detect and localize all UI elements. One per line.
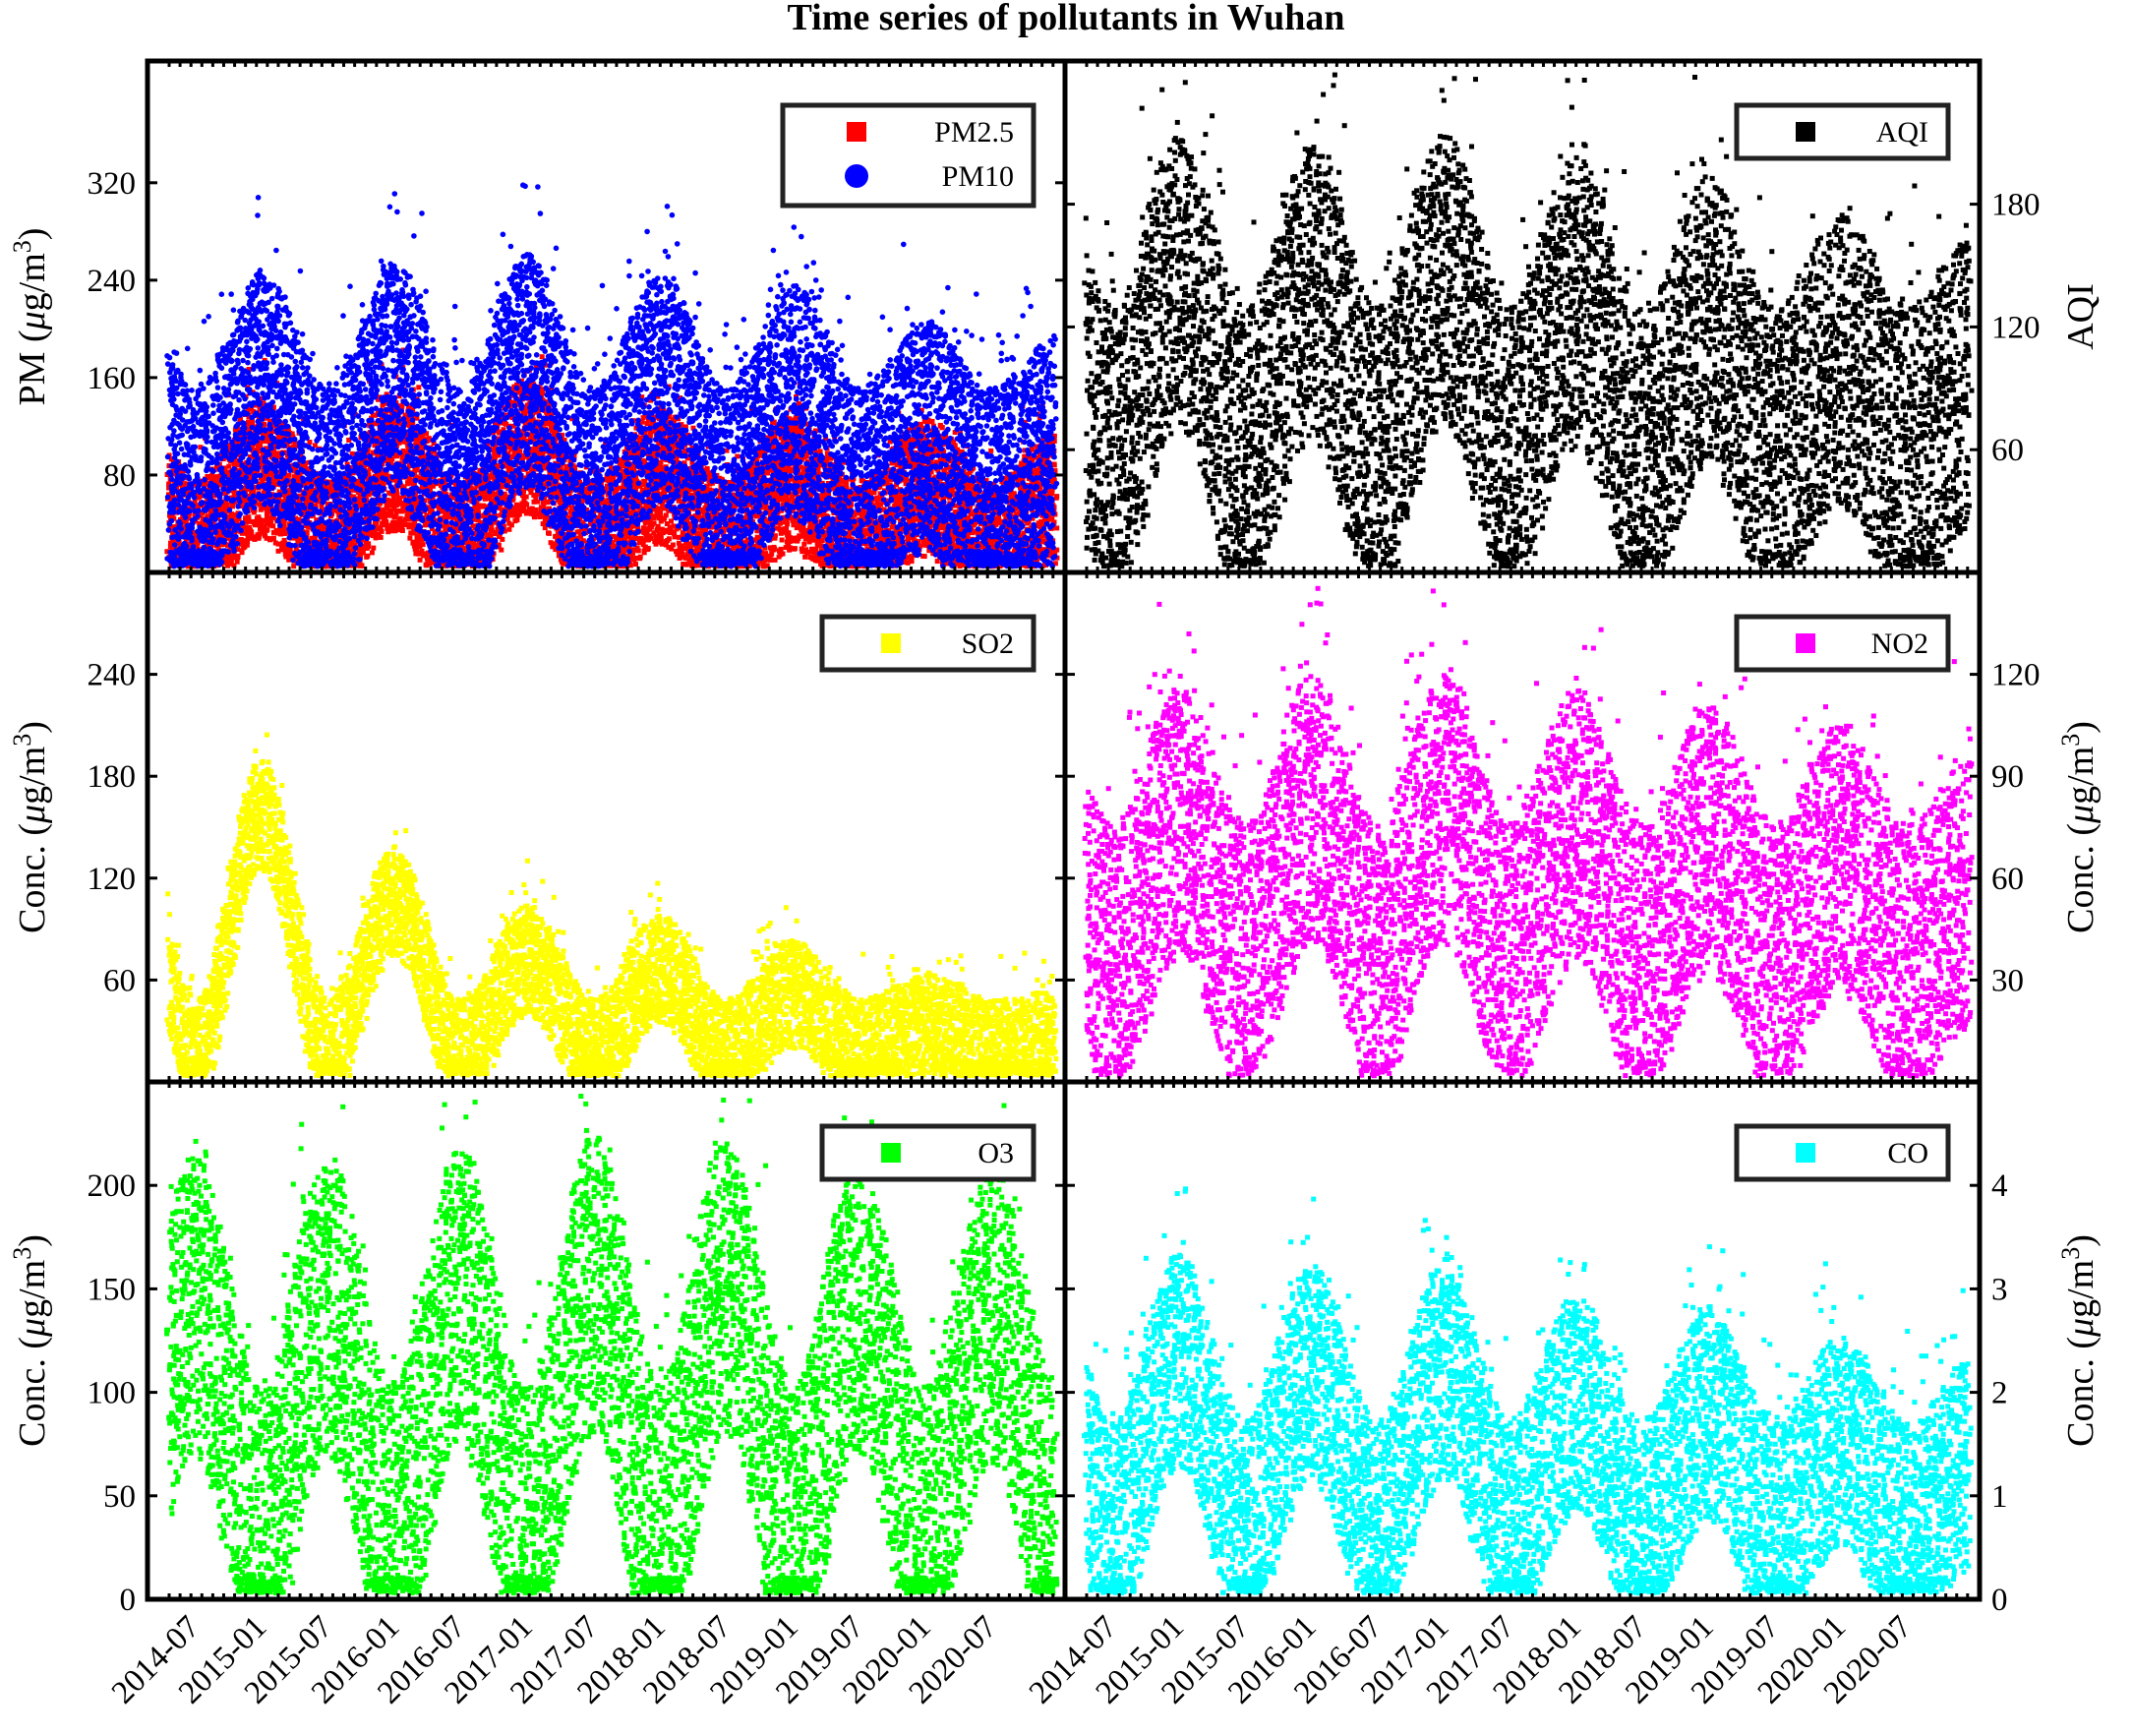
legend-label: O3 xyxy=(977,1137,1014,1169)
y-tick-label: 320 xyxy=(88,166,137,202)
y-tick-label: 4 xyxy=(1991,1168,2008,1204)
series-co xyxy=(1082,1186,1974,1595)
y-tick-label: 100 xyxy=(88,1376,137,1411)
legend-marker xyxy=(881,1143,901,1163)
legend-marker xyxy=(1796,122,1815,142)
y-tick-label: 0 xyxy=(1991,1583,2008,1618)
o3-legend: O3 xyxy=(822,1126,1034,1179)
panel-pm: 80 160 240 320 PM (μg/m3) PM2.5 PM10 xyxy=(8,61,1065,572)
panel-no2: 30 60 90 120 Conc. (μg/m3) NO2 xyxy=(1065,572,2102,1082)
no2-ylabel: Conc. (μg/m3) xyxy=(2056,721,2102,933)
legend-marker xyxy=(1796,633,1815,653)
pm-legend: PM2.5 PM10 xyxy=(783,105,1034,206)
no2-legend: NO2 xyxy=(1737,617,1948,670)
pm-points xyxy=(164,182,1059,569)
y-tick-label: 150 xyxy=(88,1272,137,1307)
y-tick-label: 2 xyxy=(1991,1376,2008,1411)
y-tick-label: 1 xyxy=(1991,1479,2008,1515)
y-tick-label: 200 xyxy=(88,1168,137,1204)
co-legend: CO xyxy=(1737,1126,1948,1179)
legend-label: NO2 xyxy=(1871,628,1928,660)
co-ylabel: Conc. (μg/m3) xyxy=(2056,1234,2102,1447)
aqi-ylabel: AQI xyxy=(2060,283,2102,350)
y-tick-label: 60 xyxy=(103,963,136,998)
legend-marker xyxy=(1796,1143,1815,1163)
co-points xyxy=(1082,1186,1974,1595)
so2-legend: SO2 xyxy=(822,617,1034,670)
o3-ylabel: Conc. (μg/m3) xyxy=(8,1234,53,1447)
y-tick-label: 50 xyxy=(103,1479,136,1515)
legend-label: CO xyxy=(1887,1137,1928,1169)
y-tick-label: 180 xyxy=(1991,188,2041,223)
legend-label: PM2.5 xyxy=(934,116,1014,149)
legend-marker xyxy=(881,633,901,653)
y-tick-label: 3 xyxy=(1991,1272,2008,1307)
aqi-legend: AQI xyxy=(1737,105,1948,158)
figure-title: Time series of pollutants in Wuhan xyxy=(788,0,1345,38)
y-tick-label: 120 xyxy=(1991,310,2041,345)
legend-marker xyxy=(845,164,868,188)
y-tick-label: 60 xyxy=(1991,433,2024,468)
y-tick-label: 240 xyxy=(88,658,137,693)
legend-label: SO2 xyxy=(962,628,1014,660)
y-tick-label: 60 xyxy=(1991,862,2024,897)
legend-label: AQI xyxy=(1876,116,1928,149)
y-tick-label: 0 xyxy=(120,1583,137,1618)
y-tick-label: 240 xyxy=(88,264,137,299)
legend-label: PM10 xyxy=(942,160,1014,193)
y-tick-label: 120 xyxy=(1991,658,2041,693)
y-tick-label: 30 xyxy=(1991,963,2024,998)
y-tick-label: 160 xyxy=(88,361,137,396)
so2-points xyxy=(164,733,1058,1079)
pm-ylabel: PM (μg/m3) xyxy=(8,228,53,406)
y-tick-label: 90 xyxy=(1991,759,2024,795)
legend-marker xyxy=(847,122,866,142)
y-tick-label: 120 xyxy=(88,862,137,897)
y-tick-label: 80 xyxy=(103,458,136,494)
series-so2 xyxy=(164,733,1058,1079)
panel-aqi: 60 120 180 AQI AQI xyxy=(1065,61,2102,572)
panel-so2: 60 120 180 240 Conc. (μg/m3) SO2 xyxy=(8,572,1065,1082)
y-tick-label: 180 xyxy=(88,759,137,795)
so2-ylabel: Conc. (μg/m3) xyxy=(8,721,53,933)
